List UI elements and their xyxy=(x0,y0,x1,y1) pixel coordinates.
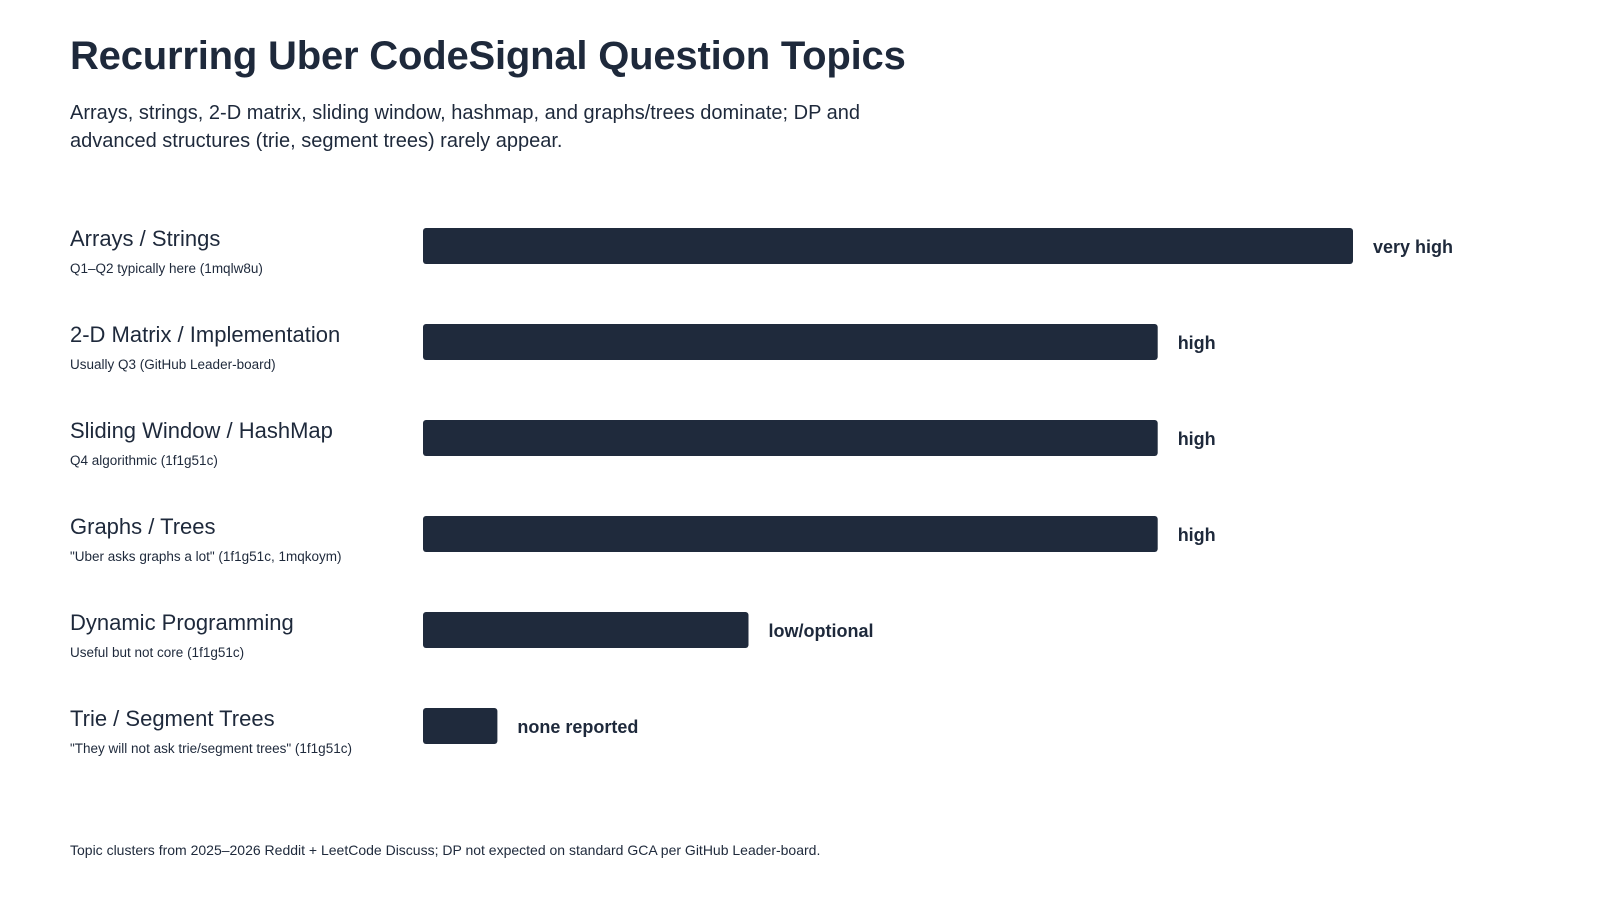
topic-label: Arrays / Strings xyxy=(70,226,220,251)
topic-note: Q1–Q2 typically here (1mqlw8u) xyxy=(70,261,263,276)
bar xyxy=(423,228,1353,264)
chart-row: Trie / Segment Trees "They will not ask t… xyxy=(70,706,638,756)
topic-note: Useful but not core (1f1g51c) xyxy=(70,645,244,660)
chart-subtitle: Arrays, strings, 2-D matrix, sliding win… xyxy=(70,102,860,152)
topic-note: "Uber asks graphs a lot" (1f1g51c, 1mqko… xyxy=(70,549,341,564)
topic-label: Graphs / Trees xyxy=(70,514,216,539)
bar xyxy=(423,324,1158,360)
chart-row: Sliding Window / HashMap Q4 algorithmic (… xyxy=(70,418,1216,468)
bar xyxy=(423,516,1158,552)
topic-label: 2-D Matrix / Implementation xyxy=(70,322,340,347)
chart-title: Recurring Uber CodeSignal Question Topic… xyxy=(70,34,906,78)
chart-row: Dynamic Programming Useful but not core (… xyxy=(70,610,874,660)
bar-value-label: low/optional xyxy=(769,621,874,641)
topic-note: "They will not ask trie/segment trees" (… xyxy=(70,741,352,756)
bar-value-label: high xyxy=(1178,525,1216,545)
chart-footnote: Topic clusters from 2025–2026 Reddit + L… xyxy=(70,842,821,858)
bar xyxy=(423,420,1158,456)
bar xyxy=(423,708,498,744)
chart-row: Graphs / Trees "Uber asks graphs a lot" (… xyxy=(70,514,1216,564)
topic-label: Sliding Window / HashMap xyxy=(70,418,333,443)
topic-label: Dynamic Programming xyxy=(70,610,294,635)
bar xyxy=(423,612,749,648)
topic-note: Usually Q3 (GitHub Leader-board) xyxy=(70,357,276,372)
bar-value-label: very high xyxy=(1373,237,1453,257)
bar-value-label: high xyxy=(1178,333,1216,353)
bar-value-label: none reported xyxy=(517,717,638,737)
topic-label: Trie / Segment Trees xyxy=(70,706,275,731)
topic-note: Q4 algorithmic (1f1g51c) xyxy=(70,453,218,468)
chart-row: Arrays / Strings Q1–Q2 typically here (1m… xyxy=(70,226,1453,276)
chart-row: 2-D Matrix / Implementation Usually Q3 (G… xyxy=(70,322,1216,372)
bar-value-label: high xyxy=(1178,429,1216,449)
